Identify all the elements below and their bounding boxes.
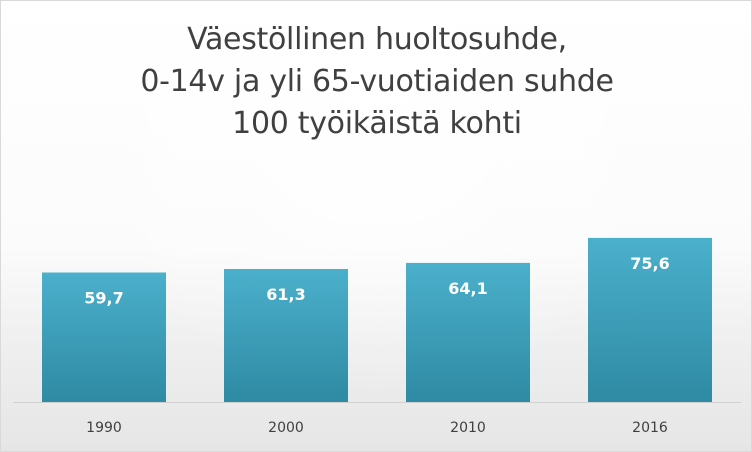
chart-title: Väestöllinen huoltosuhde, 0-14v ja yli 6… [1, 19, 751, 145]
data-label-2016: 75,6 [630, 254, 669, 273]
x-tick-label-1990: 1990 [86, 420, 122, 436]
data-label-2010: 64,1 [448, 279, 487, 298]
x-tick-label-2016: 2016 [632, 420, 668, 436]
data-label-2000: 61,3 [266, 285, 305, 304]
x-tick-label-2010: 2010 [450, 420, 486, 436]
bar-2000 [224, 269, 348, 402]
bars-layer [42, 237, 712, 402]
chart-title-line-1: Väestöllinen huoltosuhde, [187, 22, 567, 57]
bar-2016 [588, 237, 712, 402]
x-tick-label-2000: 2000 [268, 420, 304, 436]
data-label-1990: 59,7 [84, 289, 123, 308]
chart-title-line-3: 100 työikäistä kohti [232, 106, 522, 141]
bar-1990 [42, 272, 166, 402]
chart-title-line-2: 0-14v ja yli 65-vuotiaiden suhde [140, 64, 614, 99]
labels-layer: 59,7 1990 61,3 2000 64,1 2010 75,6 2016 [84, 254, 669, 436]
bar-2010 [406, 262, 530, 402]
